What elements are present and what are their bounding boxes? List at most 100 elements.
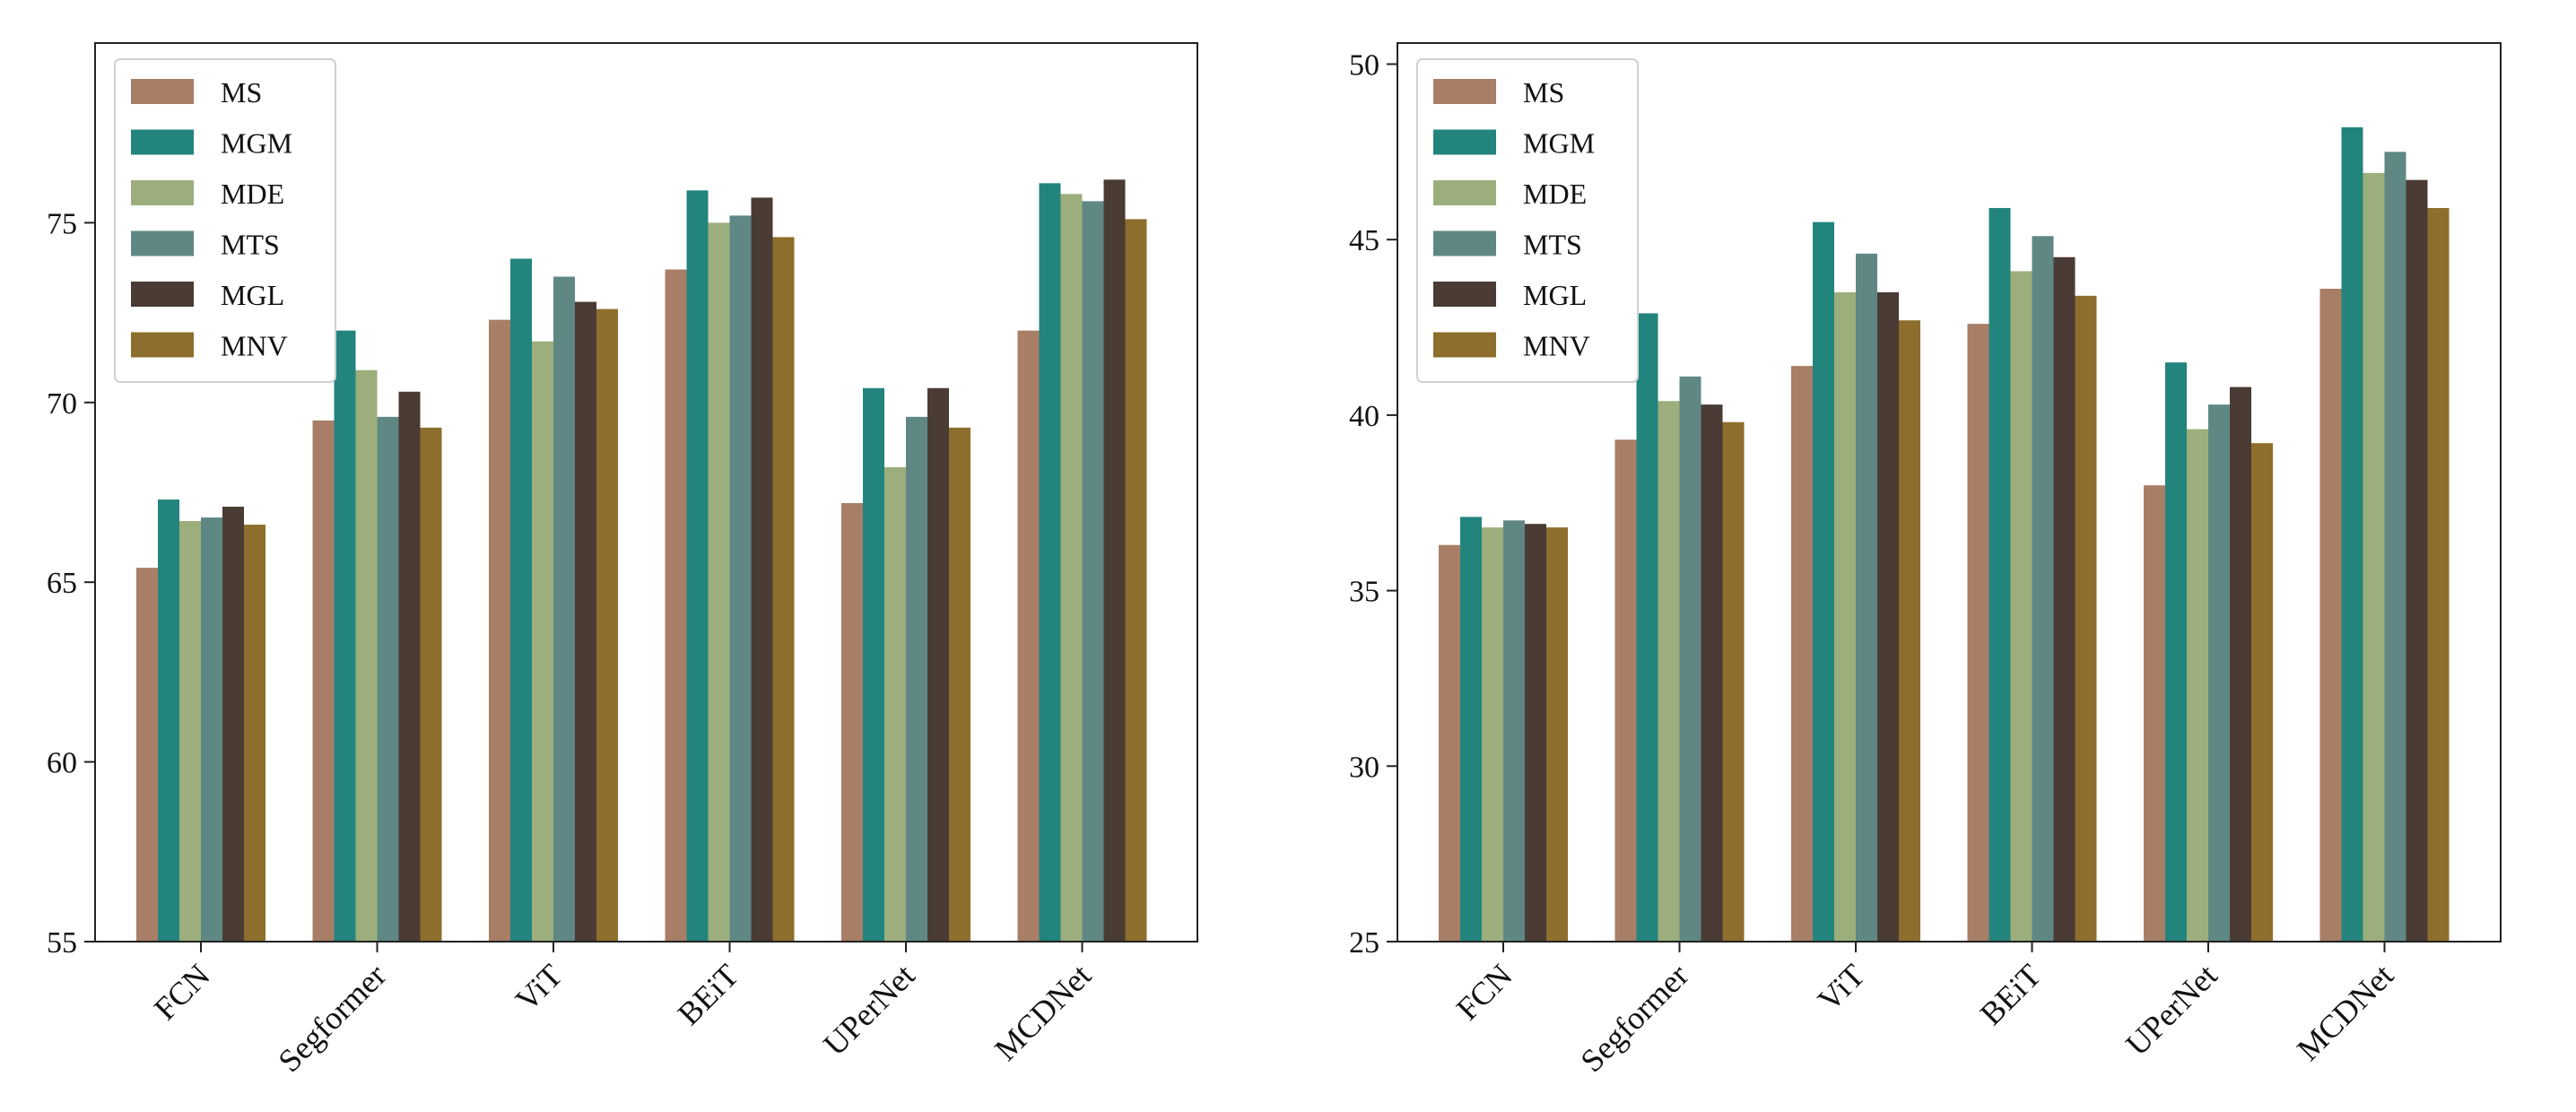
legend-swatch xyxy=(131,332,194,358)
bar-mde-upernet xyxy=(884,466,906,942)
y-tick-label: 35 xyxy=(1349,576,1379,609)
legend: MS MGM MDE MTS MGL MNV xyxy=(1416,58,1639,383)
bar-ms-fcn xyxy=(1439,544,1460,942)
y-tick-label: 60 xyxy=(47,747,77,780)
bar-ms-fcn xyxy=(136,568,158,942)
y-tick-label: 40 xyxy=(1349,400,1379,433)
y-tick-label: 30 xyxy=(1349,751,1379,784)
bar-mgl-fcn xyxy=(222,507,244,942)
bar-mgm-fcn xyxy=(1460,517,1482,942)
x-tick-label-upernet: UPerNet xyxy=(2119,957,2224,1062)
legend-swatch xyxy=(131,230,194,256)
legend-entry-ms: MS xyxy=(1433,76,1564,109)
chart-right: 25 30 35 40 45 50 FCN Segformer ViT BEiT UPerNet MC… xyxy=(1349,42,2502,1079)
x-tick-label-beit: BEiT xyxy=(671,957,745,1031)
bar-mgl-beit xyxy=(2053,256,2076,942)
y-tick-label: 55 xyxy=(47,926,77,960)
y-tick-label: 75 xyxy=(47,207,77,240)
y-tick-label: 70 xyxy=(47,387,77,421)
series-mnv xyxy=(244,219,1147,943)
x-tick-label-mcdnet: MCDNet xyxy=(2290,957,2400,1067)
bar-mde-segformer xyxy=(1658,401,1680,942)
legend-swatch xyxy=(1433,332,1496,358)
bar-ms-segformer xyxy=(312,420,335,943)
legend-label: MTS xyxy=(221,229,280,261)
bar-mnv-mcdnet xyxy=(1125,219,1147,943)
bar-mde-upernet xyxy=(2187,429,2208,942)
bar-mgm-segformer xyxy=(334,330,356,942)
legend-label: MGM xyxy=(221,127,292,160)
bar-mnv-fcn xyxy=(244,525,265,942)
x-tick-label-mcdnet: MCDNet xyxy=(988,957,1098,1067)
x-tick-label-segformer: Segformer xyxy=(271,957,393,1079)
legend-label: MS xyxy=(221,76,262,109)
bar-mgl-mcdnet xyxy=(1103,179,1126,942)
legend-swatch xyxy=(1433,180,1496,205)
bar-mgl-fcn xyxy=(1525,524,1546,942)
series-mgl xyxy=(1525,179,2428,942)
bar-mgm-beit xyxy=(1989,207,2011,942)
bar-mts-vit xyxy=(1856,253,1877,942)
legend-swatch xyxy=(131,282,194,307)
x-tick-label-vit: ViT xyxy=(509,957,570,1018)
legend-label: MGL xyxy=(1523,279,1587,311)
y-tick-label: 65 xyxy=(47,567,77,600)
bar-ms-segformer xyxy=(1614,439,1637,942)
bar-mgm-vit xyxy=(510,258,532,943)
series-mde xyxy=(179,194,1083,942)
bar-mgl-segformer xyxy=(398,391,421,942)
legend-label: MNV xyxy=(1523,330,1590,362)
bar-mde-fcn xyxy=(1482,527,1503,942)
legend-entry-mgl: MGL xyxy=(1433,279,1587,311)
legend-swatch xyxy=(131,129,194,155)
series-mts xyxy=(1503,152,2406,942)
bar-ms-upernet xyxy=(2144,485,2165,942)
series-mgm xyxy=(1460,126,2363,942)
bar-mnv-mcdnet xyxy=(2427,207,2450,942)
legend-label: MS xyxy=(1523,76,1564,109)
bar-mts-upernet xyxy=(2208,404,2230,942)
bar-mgm-fcn xyxy=(158,500,179,942)
bar-mgm-upernet xyxy=(2165,362,2187,942)
plot-frame xyxy=(94,42,1198,943)
legend-label: MNV xyxy=(221,330,288,362)
legend-entry-mgm: MGM xyxy=(131,127,292,160)
bar-mde-vit xyxy=(1834,291,1856,942)
bar-mde-beit xyxy=(2010,271,2032,942)
bar-mnv-vit xyxy=(596,308,618,942)
bar-mgm-beit xyxy=(686,190,709,942)
bar-mde-vit xyxy=(532,341,553,942)
bar-mgm-segformer xyxy=(1636,313,1658,942)
legend-entry-mts: MTS xyxy=(131,229,280,261)
x-tick-label-segformer: Segformer xyxy=(1573,957,1695,1079)
x-tick-label-upernet: UPerNet xyxy=(816,957,921,1062)
bar-mts-segformer xyxy=(1679,376,1701,942)
legend-label: MDE xyxy=(221,178,284,210)
x-tick-label-fcn: FCN xyxy=(147,957,217,1027)
legend-swatch xyxy=(1433,230,1496,256)
bar-mgl-upernet xyxy=(2230,387,2251,942)
x-tick-label-vit: ViT xyxy=(1811,957,1872,1018)
bar-mnv-fcn xyxy=(1546,527,1568,942)
legend-swatch xyxy=(1433,79,1496,104)
y-tick-label: 50 xyxy=(1349,48,1379,82)
bar-mgm-mcdnet xyxy=(1039,183,1061,942)
bar-mgl-segformer xyxy=(1701,404,1723,942)
legend-swatch xyxy=(1433,129,1496,155)
series-ms xyxy=(1439,288,2342,942)
bar-mnv-beit xyxy=(772,237,795,942)
bar-mgm-vit xyxy=(1813,222,1834,942)
legend-entry-mnv: MNV xyxy=(1433,330,1590,362)
bar-mts-mcdnet xyxy=(1082,201,1104,943)
legend-entry-mgl: MGL xyxy=(131,279,284,311)
bar-mde-segformer xyxy=(355,369,378,942)
bar-mts-vit xyxy=(553,276,575,942)
bar-mgm-upernet xyxy=(863,387,884,942)
bar-ms-mcdnet xyxy=(1017,330,1040,942)
bar-mde-fcn xyxy=(179,521,201,942)
bar-mts-beit xyxy=(2032,236,2054,942)
series-ms xyxy=(136,269,1040,943)
bar-mts-fcn xyxy=(1503,520,1525,942)
legend: MS MGM MDE MTS MGL MNV xyxy=(114,58,336,383)
